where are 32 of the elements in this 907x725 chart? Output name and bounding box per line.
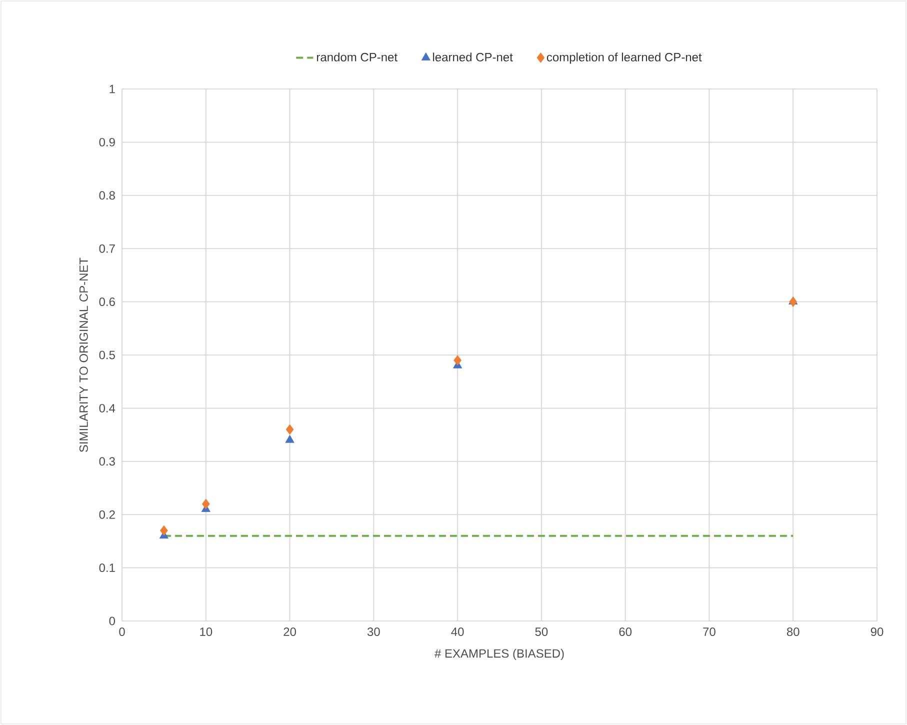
x-tick-label: 10 <box>200 628 212 636</box>
y-tick-label: 0.4 <box>99 404 116 412</box>
legend-label: learned CP-net <box>433 52 513 62</box>
x-axis-title: # EXAMPLES (BIASED) <box>434 648 564 660</box>
y-tick-label: 0.8 <box>99 191 115 200</box>
x-tick-label: 20 <box>284 628 296 636</box>
x-tick-label: 80 <box>786 628 800 636</box>
legend-label: random CP-net <box>317 52 398 62</box>
y-tick-label: 0 <box>109 616 116 626</box>
x-tick-label: 50 <box>535 628 548 636</box>
y-tick-label: 0.7 <box>99 244 115 253</box>
y-tick-label: 0.5 <box>99 350 115 360</box>
y-tick-label: 0.6 <box>99 298 115 306</box>
legend-label: completion of learned CP-net <box>546 52 702 64</box>
point <box>789 296 798 307</box>
x-tick-label: 30 <box>367 628 380 636</box>
y-tick-label: 0.3 <box>99 457 115 466</box>
x-tick-label: 0 <box>119 628 125 636</box>
point <box>285 434 294 443</box>
y-tick-label: 1 <box>110 84 115 94</box>
x-tick-label: 90 <box>870 628 884 636</box>
point <box>454 355 462 366</box>
y-tick-label: 0.2 <box>99 510 115 519</box>
x-tick-label: 70 <box>703 628 716 636</box>
x-tick-label: 40 <box>451 628 464 636</box>
point <box>286 424 294 435</box>
y-axis-title: SIMILARITY TO ORIGINAL CP-NET <box>79 258 88 452</box>
point <box>160 525 168 536</box>
y-tick-label: 0.1 <box>99 564 115 572</box>
x-tick-label: 60 <box>619 628 632 636</box>
point <box>202 498 210 510</box>
y-tick-label: 0.9 <box>99 138 115 146</box>
